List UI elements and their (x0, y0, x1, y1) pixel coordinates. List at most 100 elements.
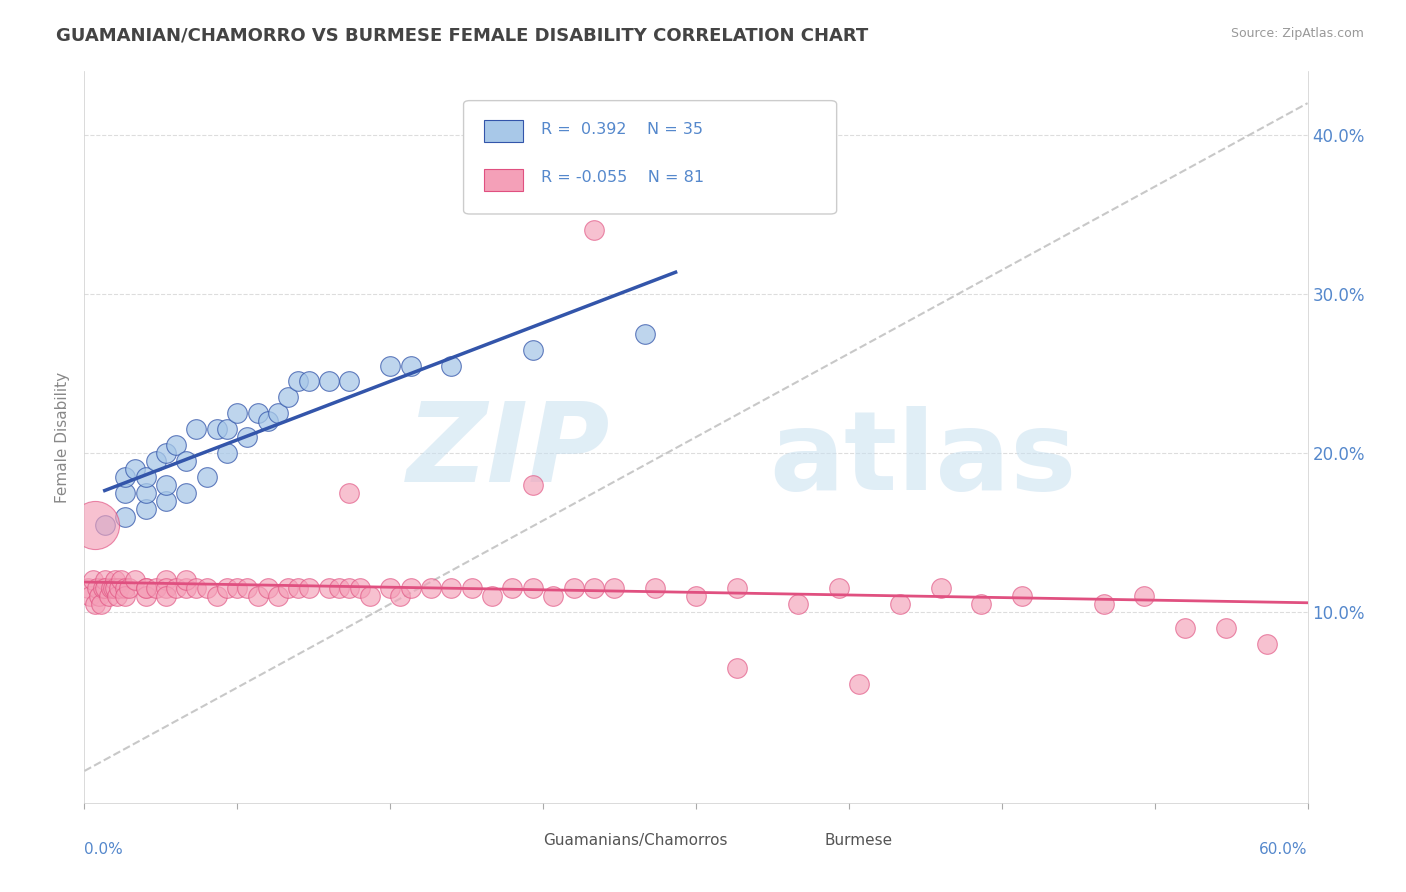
Point (318, 375, 340, 389)
Point (114, 581, 136, 595)
Point (205, 422, 228, 436)
Point (787, 597, 810, 611)
Point (135, 581, 157, 595)
Point (1174, 621, 1197, 635)
Point (236, 581, 259, 595)
Point (889, 597, 911, 611)
Point (83, 517, 105, 532)
Point (186, 581, 208, 595)
Point (562, 581, 585, 595)
Text: ZIP: ZIP (406, 398, 610, 505)
Point (287, 581, 309, 595)
Point (155, 581, 177, 595)
Point (101, 581, 124, 595)
Point (725, 660, 748, 674)
Point (174, 485, 197, 500)
Point (267, 589, 290, 603)
Point (93, 581, 115, 595)
Bar (484, 169, 523, 191)
Point (186, 422, 208, 436)
Point (97, 589, 120, 603)
Point (77, 581, 100, 595)
Text: Source: ZipAtlas.com: Source: ZipAtlas.com (1230, 27, 1364, 40)
Point (1092, 597, 1115, 611)
Point (135, 581, 157, 595)
FancyBboxPatch shape (464, 101, 837, 214)
Point (522, 343, 544, 357)
Point (114, 470, 136, 484)
Point (155, 446, 177, 460)
Y-axis label: Female Disability: Female Disability (55, 371, 70, 503)
Point (603, 581, 626, 595)
Point (86, 581, 108, 595)
Point (339, 485, 361, 500)
Text: Guamanians/Chamorros: Guamanians/Chamorros (543, 833, 727, 848)
Point (277, 581, 299, 595)
Point (145, 581, 167, 595)
Point (583, 581, 606, 595)
Point (399, 581, 422, 595)
Point (725, 581, 748, 595)
Point (135, 501, 157, 516)
Point (114, 589, 136, 603)
Point (82, 573, 104, 587)
Point (110, 573, 132, 587)
Point (257, 414, 280, 428)
Point (79, 589, 101, 603)
Point (349, 581, 371, 595)
Point (970, 597, 993, 611)
Point (277, 390, 299, 404)
Point (145, 454, 167, 468)
Point (257, 581, 280, 595)
Point (217, 446, 239, 460)
Point (195, 470, 218, 484)
Point (1256, 637, 1278, 651)
Point (195, 581, 218, 595)
Point (91, 581, 114, 595)
Point (267, 406, 290, 420)
Point (318, 581, 340, 595)
Point (380, 581, 402, 595)
Point (236, 430, 259, 444)
Point (481, 589, 503, 603)
Point (522, 477, 544, 491)
Point (93, 517, 115, 532)
Point (124, 462, 146, 476)
Point (420, 581, 443, 595)
Point (104, 573, 127, 587)
Point (502, 581, 524, 595)
Point (217, 422, 239, 436)
Text: 0.0%: 0.0% (84, 842, 124, 856)
Point (90, 597, 112, 611)
Point (226, 406, 249, 420)
Point (100, 581, 122, 595)
Point (135, 589, 157, 603)
Bar (510, 834, 537, 850)
Bar (792, 834, 818, 850)
Point (174, 573, 197, 587)
Point (543, 589, 565, 603)
Point (246, 406, 269, 420)
Point (1215, 621, 1237, 635)
Point (1133, 589, 1156, 603)
Point (155, 477, 177, 491)
Point (298, 375, 321, 389)
Point (217, 581, 239, 595)
Point (389, 589, 412, 603)
Point (205, 589, 228, 603)
Point (165, 438, 187, 452)
Point (104, 581, 127, 595)
Point (108, 581, 131, 595)
Point (828, 581, 851, 595)
Point (155, 493, 177, 508)
Point (644, 581, 666, 595)
Point (114, 485, 136, 500)
Bar (484, 120, 523, 143)
Point (399, 359, 422, 373)
Point (87, 589, 110, 603)
Point (118, 581, 141, 595)
Point (165, 581, 187, 595)
Point (174, 581, 197, 595)
Point (848, 676, 870, 690)
Point (339, 581, 361, 595)
